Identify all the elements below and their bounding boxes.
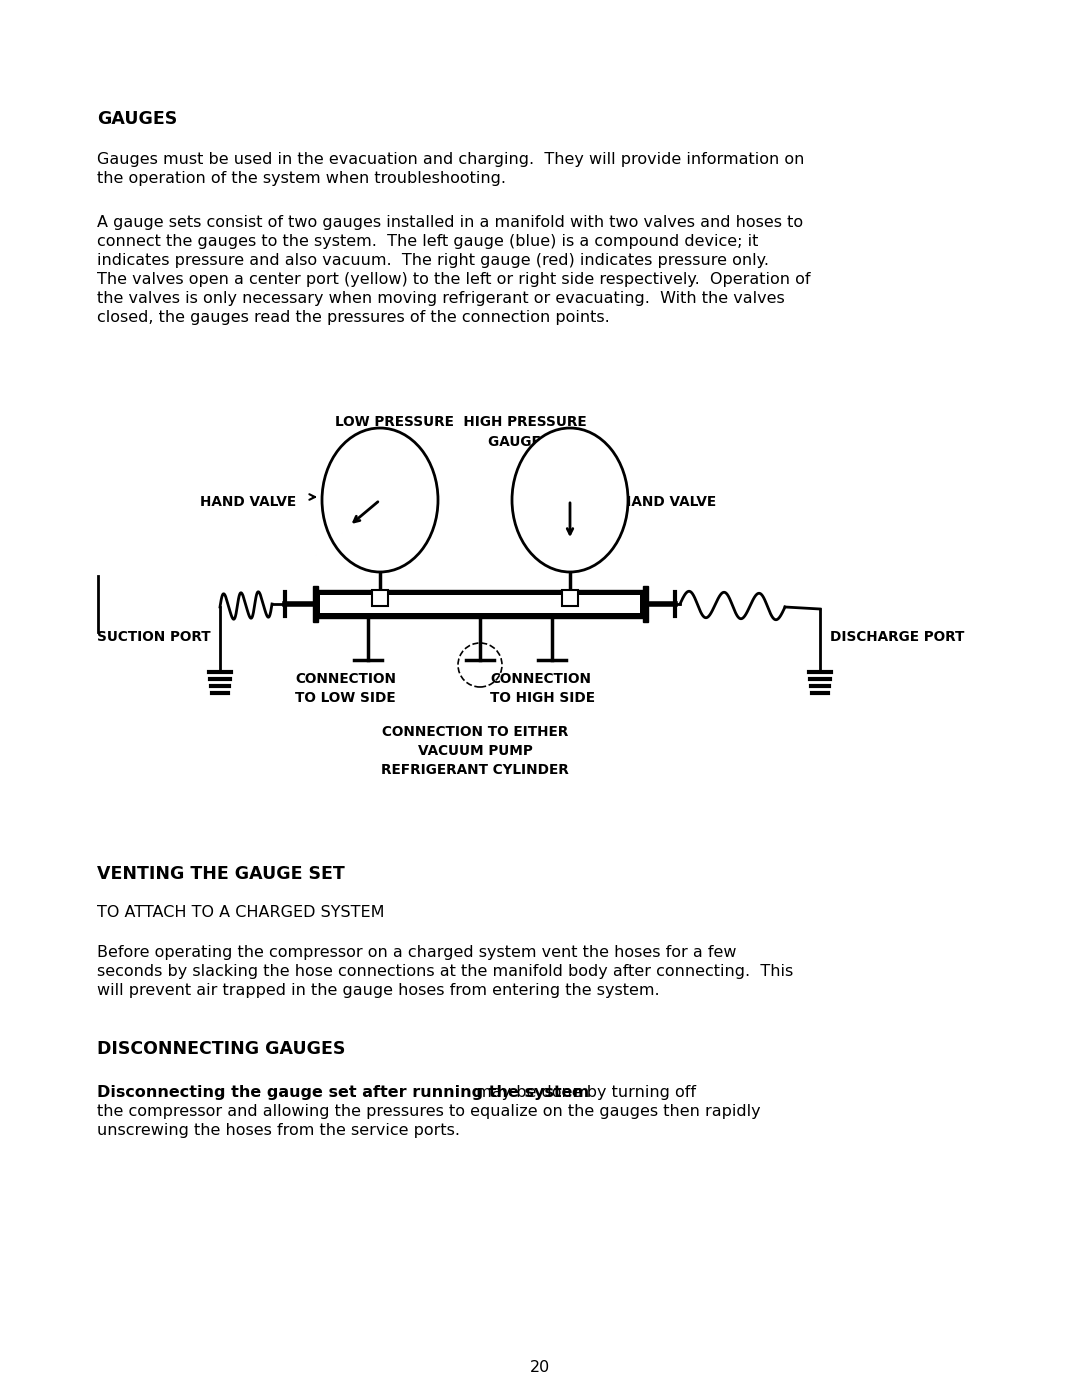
Text: CONNECTION TO EITHER: CONNECTION TO EITHER [382,725,568,739]
Text: the valves is only necessary when moving refrigerant or evacuating.  With the va: the valves is only necessary when moving… [97,291,785,306]
Text: CONNECTION: CONNECTION [490,672,591,686]
Text: HAND VALVE: HAND VALVE [620,495,716,509]
Text: GAUGES: GAUGES [97,110,177,129]
Text: SUCTION PORT: SUCTION PORT [97,630,211,644]
Bar [562,590,578,606]
Text: DISCONNECTING GAUGES: DISCONNECTING GAUGES [97,1039,346,1058]
Text: TO ATTACH TO A CHARGED SYSTEM: TO ATTACH TO A CHARGED SYSTEM [97,905,384,921]
Text: seconds by slacking the hose connections at the manifold body after connecting. : seconds by slacking the hose connections… [97,964,793,979]
Text: indicates pressure and also vacuum.  The right gauge (red) indicates pressure on: indicates pressure and also vacuum. The … [97,253,769,268]
Bar [315,590,645,617]
Text: Disconnecting the gauge set after running the system: Disconnecting the gauge set after runnin… [97,1085,589,1099]
Text: DISCHARGE PORT: DISCHARGE PORT [831,630,964,644]
Text: A gauge sets consist of two gauges installed in a manifold with two valves and h: A gauge sets consist of two gauges insta… [97,215,804,231]
Text: The valves open a center port (yellow) to the left or right side respectively.  : The valves open a center port (yellow) t… [97,272,810,286]
Text: TO HIGH SIDE: TO HIGH SIDE [490,692,595,705]
Text: GAUGE                  GAUGE: GAUGE GAUGE [350,434,541,448]
Bar [320,595,640,613]
Text: Before operating the compressor on a charged system vent the hoses for a few: Before operating the compressor on a cha… [97,944,737,960]
Bar [643,585,648,622]
Ellipse shape [322,427,438,571]
Text: VACUUM PUMP: VACUUM PUMP [418,745,532,759]
Text: will prevent air trapped in the gauge hoses from entering the system.: will prevent air trapped in the gauge ho… [97,983,660,997]
Text: the compressor and allowing the pressures to equalize on the gauges then rapidly: the compressor and allowing the pressure… [97,1104,760,1119]
Text: connect the gauges to the system.  The left gauge (blue) is a compound device; i: connect the gauges to the system. The le… [97,235,758,249]
Text: CONNECTION: CONNECTION [295,672,396,686]
Text: 20: 20 [530,1361,550,1375]
Text: the operation of the system when troubleshooting.: the operation of the system when trouble… [97,170,507,186]
Text: Gauges must be used in the evacuation and charging.  They will provide informati: Gauges must be used in the evacuation an… [97,152,805,168]
Text: REFRIGERANT CYLINDER: REFRIGERANT CYLINDER [381,763,569,777]
Ellipse shape [512,427,627,571]
Text: TO LOW SIDE: TO LOW SIDE [295,692,395,705]
Text: HAND VALVE: HAND VALVE [200,495,296,509]
Text: unscrewing the hoses from the service ports.: unscrewing the hoses from the service po… [97,1123,460,1139]
Text: may be done by turning off: may be done by turning off [471,1085,697,1099]
Text: VENTING THE GAUGE SET: VENTING THE GAUGE SET [97,865,345,883]
Bar [372,590,388,606]
Text: LOW PRESSURE  HIGH PRESSURE: LOW PRESSURE HIGH PRESSURE [335,415,586,429]
Text: closed, the gauges read the pressures of the connection points.: closed, the gauges read the pressures of… [97,310,610,326]
Bar [313,585,318,622]
